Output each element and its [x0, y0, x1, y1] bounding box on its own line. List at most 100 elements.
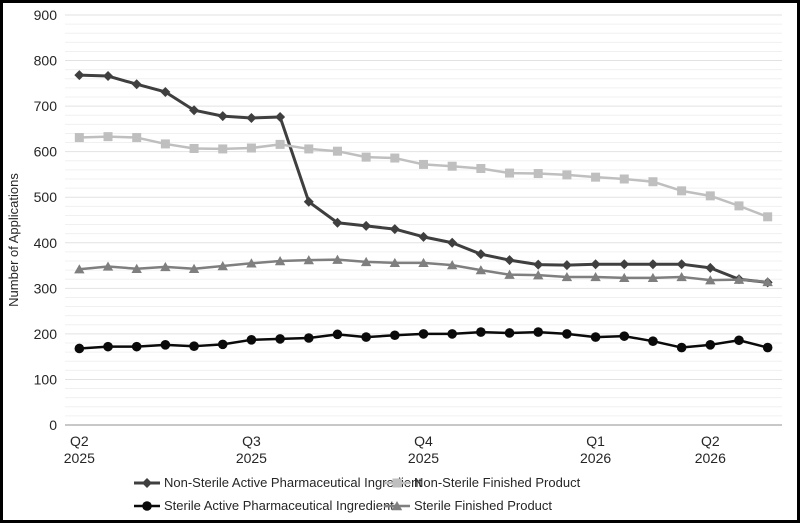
circle-marker [142, 501, 152, 511]
legend-label: Sterile Active Pharmaceutical Ingredient [164, 498, 394, 513]
legend-row: Non-Sterile Active Pharmaceutical Ingred… [133, 475, 580, 491]
circle-marker [762, 342, 773, 353]
square-marker [705, 191, 715, 201]
x-tick-quarter: Q4 [414, 433, 433, 449]
circle-marker [246, 335, 257, 345]
triangle-marker [446, 260, 458, 270]
square-marker [390, 153, 400, 163]
diamond-marker [131, 79, 142, 90]
x-tick-quarter: Q2 [70, 433, 89, 449]
square-marker [562, 170, 572, 180]
legend-item: Sterile Finished Product [383, 498, 552, 514]
circle-marker [648, 336, 658, 346]
circle-legend-icon [134, 501, 160, 511]
circle-marker [562, 329, 572, 339]
legend-row: Sterile Active Pharmaceutical Ingredient… [133, 498, 552, 514]
square-marker [246, 143, 256, 153]
triangle-marker [389, 257, 401, 268]
circle-marker [103, 341, 113, 352]
circle-marker [418, 329, 429, 339]
triangle-legend-icon [384, 501, 410, 511]
square-marker [619, 174, 629, 184]
circle-marker [131, 341, 142, 352]
square-marker [476, 164, 486, 174]
series-circle [74, 327, 773, 354]
square-marker [132, 133, 142, 143]
circle-marker [619, 331, 630, 341]
legend-label: Sterile Finished Product [414, 498, 553, 513]
square-marker [447, 161, 457, 171]
diamond-marker [590, 259, 601, 270]
diamond-marker [361, 220, 372, 231]
triangle-marker [102, 261, 114, 271]
x-tick-year: 2025 [236, 450, 267, 466]
square-marker [74, 133, 84, 143]
triangle-marker [246, 258, 257, 268]
diamond-marker [303, 196, 314, 207]
diamond-marker [275, 112, 286, 123]
y-tick-label: 0 [49, 417, 57, 433]
diamond-marker [676, 259, 687, 270]
diamond-marker [418, 231, 429, 242]
triangle-marker [504, 269, 515, 279]
triangle-marker [217, 261, 228, 271]
x-tick-quarter: Q3 [242, 433, 261, 449]
y-tick-label: 400 [34, 235, 58, 251]
legend-item: Non-Sterile Finished Product [383, 475, 580, 491]
circle-marker [303, 333, 314, 343]
circle-marker [504, 328, 515, 338]
diamond-marker [561, 260, 572, 271]
diamond-legend-icon [134, 478, 160, 488]
y-tick-label: 200 [34, 326, 58, 342]
triangle-marker [561, 271, 573, 282]
circle-marker [734, 335, 744, 346]
triangle-marker [332, 254, 343, 264]
triangle-marker [533, 270, 544, 280]
circle-marker [361, 332, 371, 342]
diamond-marker [647, 259, 658, 270]
square-marker [419, 159, 428, 169]
diamond-marker [533, 259, 544, 270]
series-square [74, 132, 773, 222]
triangle-marker [676, 271, 687, 282]
square-marker [275, 139, 285, 149]
triangle-marker [647, 272, 659, 283]
square-marker [591, 172, 601, 182]
square-marker [189, 143, 199, 153]
square-marker [533, 169, 543, 179]
triangle-marker [160, 261, 171, 272]
diamond-marker [389, 224, 400, 235]
legend-label: Non-Sterile Finished Product [414, 475, 581, 490]
square-marker [734, 201, 744, 211]
square-marker [677, 186, 687, 196]
x-tick-year: 2025 [64, 450, 95, 466]
diamond-marker [142, 478, 152, 488]
square-marker [332, 146, 342, 156]
diamond-marker [217, 111, 228, 122]
circle-marker [676, 342, 687, 353]
diamond-marker [246, 112, 257, 123]
triangle-marker [705, 275, 716, 285]
y-axis-tick-labels: 0 100 200 300 400 500 600 700 800 900 [34, 7, 58, 433]
triangle-marker [303, 255, 314, 265]
triangle-marker [74, 264, 85, 274]
legend-label: Non-Sterile Active Pharmaceutical Ingred… [164, 475, 422, 490]
circle-marker [590, 332, 601, 342]
diamond-marker [475, 249, 486, 260]
triangle-marker [188, 263, 200, 273]
diamond-marker [74, 70, 85, 81]
square-marker [160, 139, 170, 149]
diamond-marker [189, 105, 200, 116]
square-marker [763, 212, 773, 222]
legend-item: Sterile Active Pharmaceutical Ingredient [133, 498, 394, 514]
square-marker [304, 144, 314, 154]
circle-marker [476, 327, 486, 337]
x-tick-year: 2026 [695, 450, 726, 466]
diamond-marker [447, 237, 458, 248]
diamond-marker [705, 262, 716, 273]
square-marker [361, 152, 371, 162]
circle-marker [74, 343, 85, 354]
diamond-marker [103, 71, 114, 82]
